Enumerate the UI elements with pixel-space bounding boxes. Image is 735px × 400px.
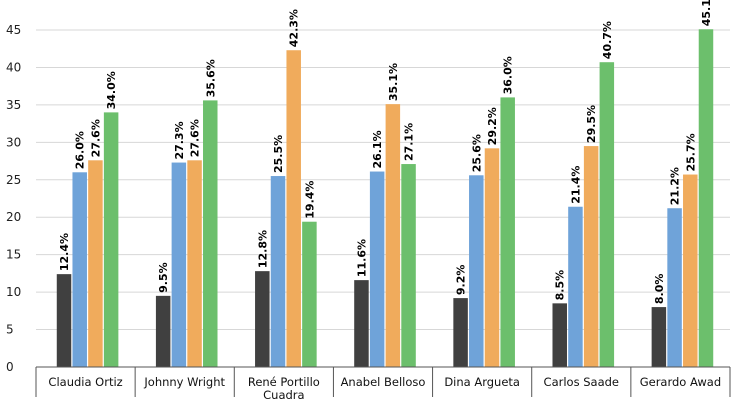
category-label: Carlos Saade (544, 375, 619, 389)
data-label: 36.0% (502, 56, 515, 94)
bar (354, 280, 369, 367)
bar (484, 148, 500, 367)
bar (453, 298, 468, 367)
bar (72, 172, 87, 367)
bar (698, 29, 714, 368)
y-axis-ticks: 0 5 10 15 20 25 30 35 40 45 (6, 23, 21, 374)
bar (88, 160, 103, 367)
data-label: 35.6% (204, 59, 217, 97)
data-label: 34.0% (105, 71, 118, 109)
data-label: 26.0% (74, 131, 87, 169)
bar (469, 175, 484, 367)
bar (385, 104, 401, 367)
data-label: 25.5% (272, 135, 285, 173)
bar (683, 174, 698, 367)
y-tick-label: 15 (6, 248, 21, 262)
data-label: 8.0% (653, 274, 666, 305)
data-labels: 12.4%26.0% 27.6%34.0%9.5%27.3% 27.6%35.6%1… (58, 0, 713, 304)
bar (171, 162, 187, 367)
bar (187, 160, 202, 367)
bar (369, 171, 385, 367)
data-label: 27.6% (189, 119, 202, 157)
y-tick-label: 10 (6, 285, 21, 299)
data-label: 29.2% (486, 107, 499, 145)
bar (500, 97, 515, 368)
data-label: 27.6% (89, 119, 102, 157)
bar (667, 208, 682, 367)
data-label: 8.5% (554, 270, 567, 301)
bar (599, 62, 615, 368)
y-tick-label: 40 (6, 60, 21, 74)
y-tick-label: 30 (6, 135, 21, 149)
bar (286, 50, 301, 367)
category-label: Claudia Ortiz (48, 375, 122, 389)
bar (401, 164, 416, 367)
category-label: René Portillo Cuadra (248, 375, 320, 400)
y-tick-label: 0 (6, 360, 14, 374)
category-labels: Claudia Ortiz Johnny Wright René Portillo C… (48, 375, 721, 400)
bar (568, 206, 583, 367)
data-label: 21.2% (669, 167, 682, 205)
data-label: 12.8% (256, 230, 269, 268)
bar (552, 303, 567, 367)
bar (255, 271, 270, 367)
data-label: 19.4% (303, 181, 316, 219)
data-label: 11.6% (355, 239, 368, 277)
y-tick-label: 45 (6, 23, 21, 37)
bar (155, 295, 171, 367)
data-label: 9.2% (455, 265, 468, 296)
category-label: Dina Argueta (444, 375, 520, 389)
data-label: 25.7% (684, 133, 697, 171)
bar (56, 274, 72, 367)
category-label: Johnny Wright (143, 375, 225, 389)
data-label: 40.7% (601, 21, 614, 59)
y-tick-label: 5 (6, 323, 14, 337)
y-tick-label: 35 (6, 98, 21, 112)
bar (270, 176, 286, 367)
data-label: 35.1% (387, 63, 400, 101)
data-label: 12.4% (58, 233, 71, 271)
category-label: Gerardo Awad (640, 375, 721, 389)
data-label: 27.3% (173, 121, 186, 159)
data-label: 25.6% (470, 134, 483, 172)
category-label: Anabel Belloso (341, 375, 426, 389)
data-label: 29.5% (585, 105, 598, 143)
data-label: 45.1% (700, 0, 713, 26)
bars (56, 29, 714, 368)
bar (203, 100, 218, 367)
data-label: 27.1% (403, 123, 416, 161)
bar (103, 112, 119, 367)
bar (651, 307, 667, 367)
bar (583, 146, 599, 367)
data-label: 21.4% (569, 166, 582, 204)
y-tick-label: 25 (6, 173, 21, 187)
y-tick-label: 20 (6, 210, 21, 224)
bar (302, 221, 317, 367)
data-label: 26.1% (371, 130, 384, 168)
data-label: 42.3% (288, 9, 301, 47)
data-label: 9.5% (157, 262, 170, 293)
x-axis (35, 366, 731, 397)
